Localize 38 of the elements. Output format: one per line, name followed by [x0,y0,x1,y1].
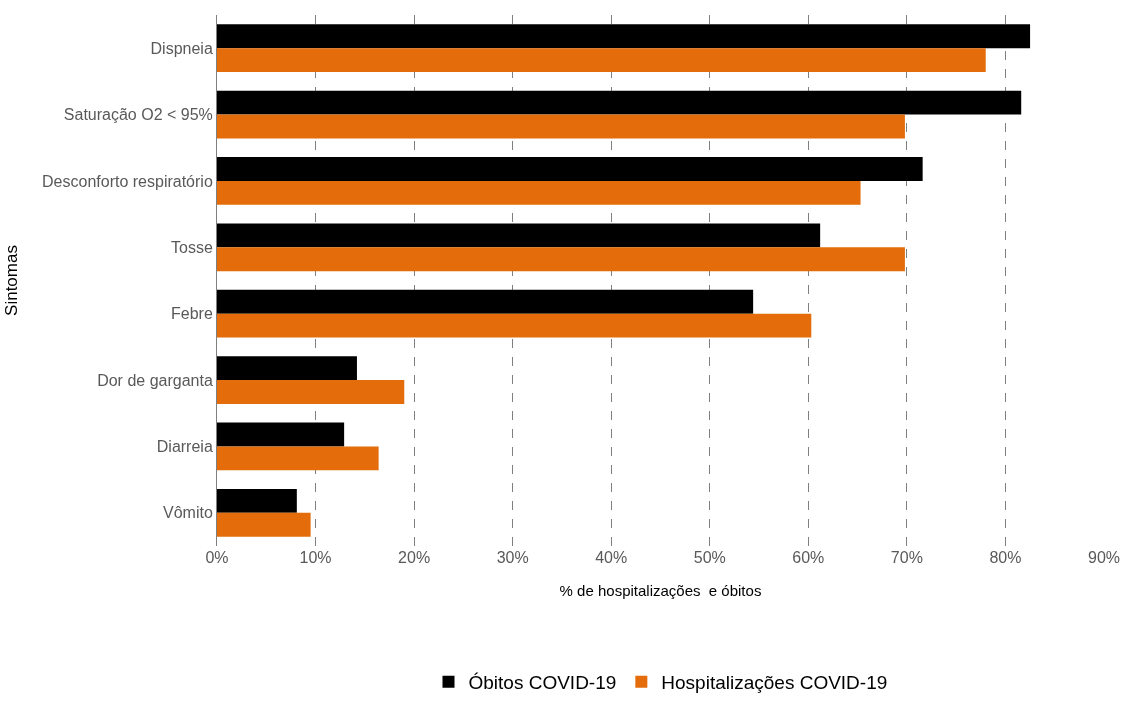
bar [217,48,986,73]
bar [217,180,861,205]
x-tick-label: 10% [299,549,332,566]
bar [217,90,1022,115]
bar [217,356,357,381]
x-tick-label: 20% [398,549,431,566]
y-tick-label: Tosse [171,238,213,256]
legend-label: Hospitalizações COVID-19 [661,672,888,694]
bar [217,289,754,314]
x-tick-label: 80% [989,549,1022,566]
legend-label: Óbitos COVID-19 [468,672,617,694]
y-tick-label: Diarreia [156,438,213,456]
y-tick-label: Desconforto respiratório [42,172,213,190]
bar [217,313,812,338]
y-tick-label: Dispneia [150,39,213,57]
x-tick-label: 40% [595,549,628,566]
bar [217,422,345,447]
bar [217,247,905,272]
x-tick-label: 0% [205,549,229,566]
y-tick-label: Saturação O2 < 95% [63,106,213,124]
x-axis-title: % de hospitalizações e óbitos [559,582,762,599]
x-tick-label: 60% [792,549,825,566]
bar [217,24,1031,49]
x-tick-label: 90% [1087,549,1121,566]
x-tick-label: 50% [693,549,726,566]
bar [217,512,311,537]
bar [217,157,923,181]
bar [217,488,297,513]
y-axis-title: Sintomas [1,245,21,316]
bar [217,380,405,404]
bar [217,223,821,248]
x-tick-label: 70% [890,549,923,566]
bar [217,446,379,471]
y-tick-label: Dor de garganta [97,371,213,389]
x-tick-label: 30% [496,549,529,566]
y-tick-label: Febre [171,305,213,323]
y-tick-label: Vômito [163,504,213,522]
bar [217,114,905,139]
